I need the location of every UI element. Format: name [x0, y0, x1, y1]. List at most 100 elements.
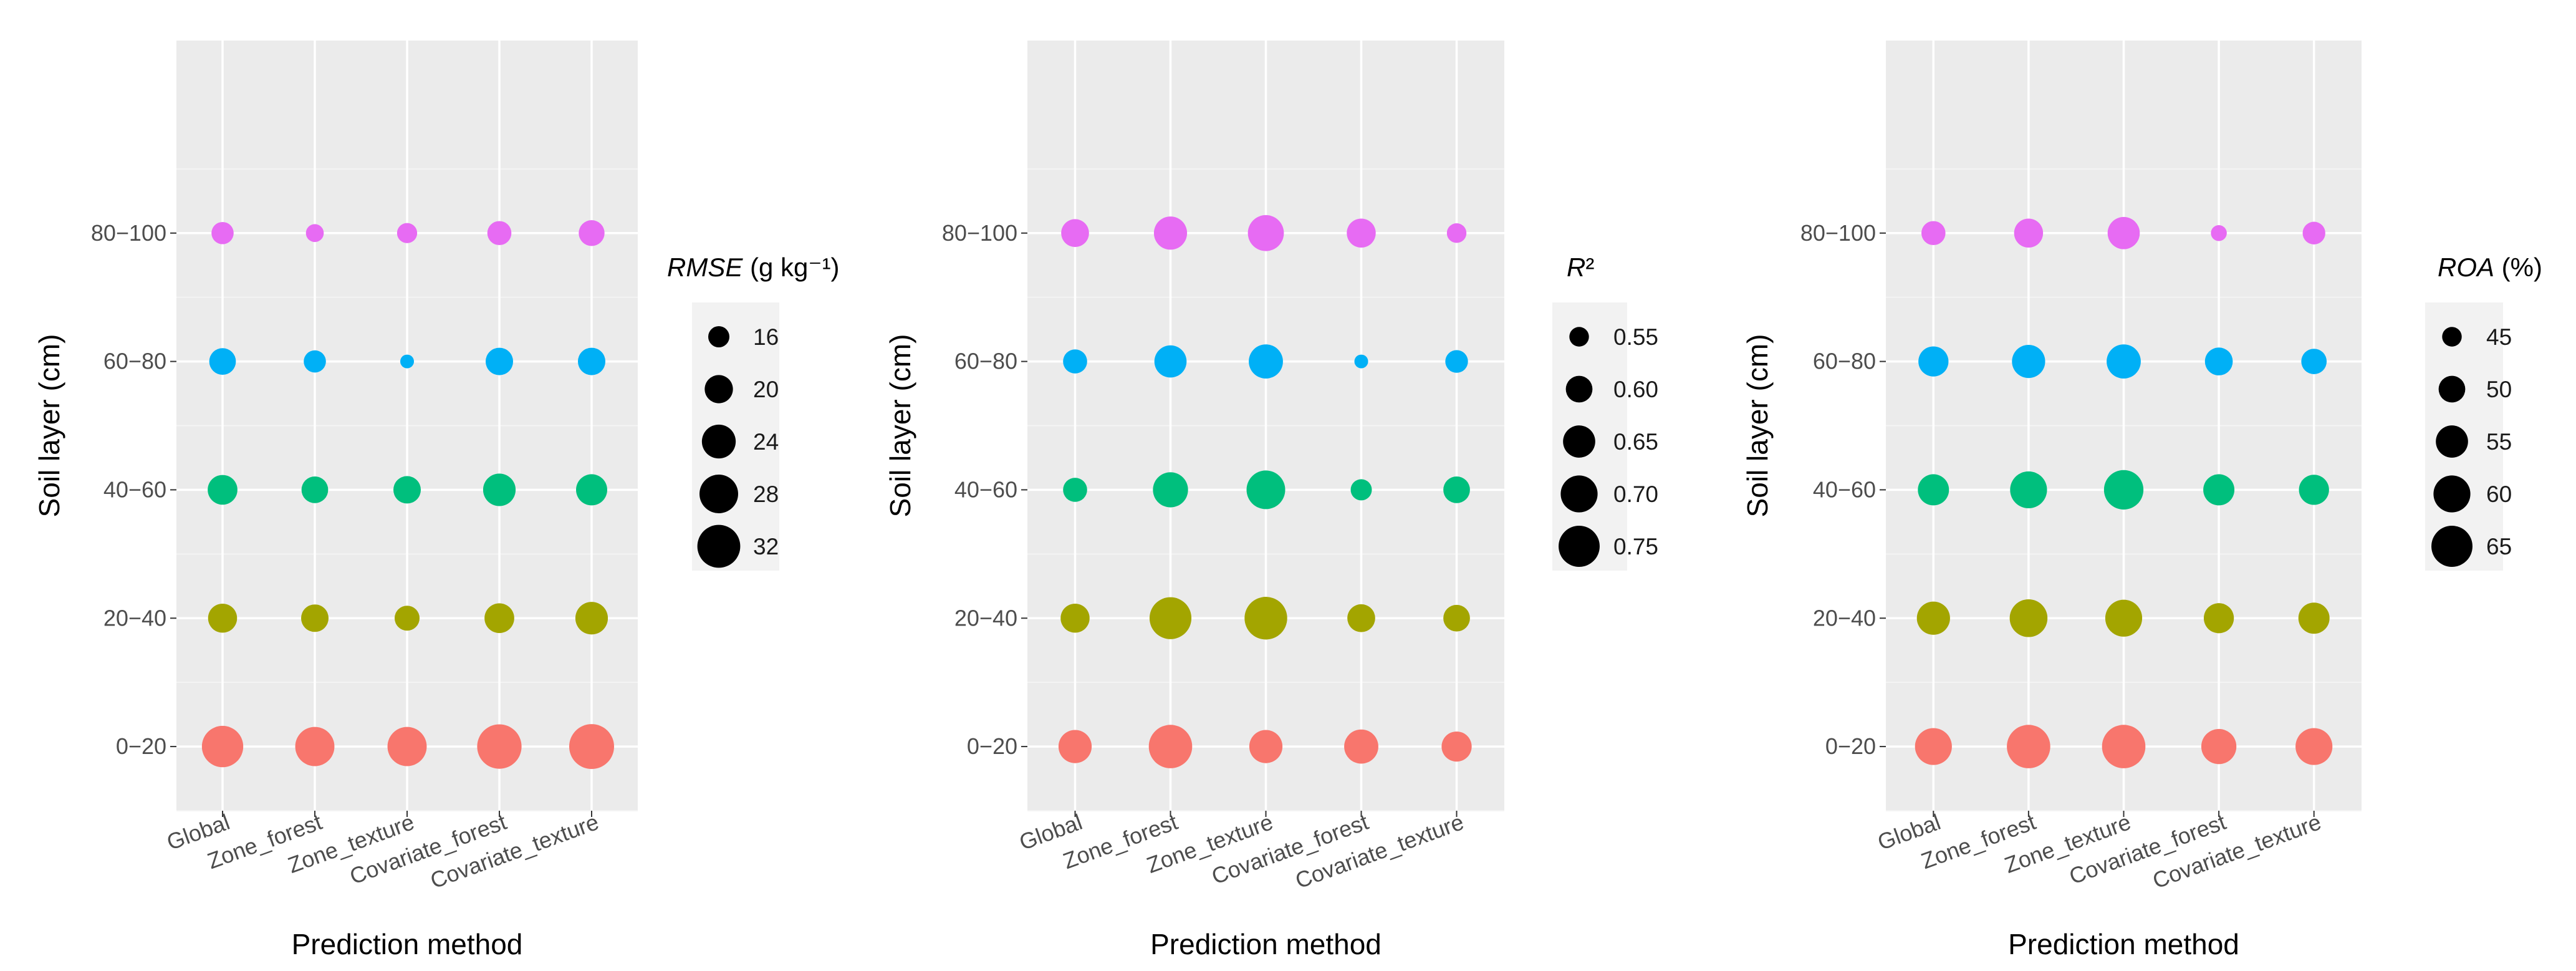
- y-tick-label: 60−80: [954, 349, 1017, 374]
- legend-label: 16: [753, 324, 779, 350]
- legend-title: R²: [1567, 253, 1594, 282]
- y-axis-title: Soil layer (cm): [884, 334, 916, 518]
- data-point: [577, 347, 606, 375]
- data-point: [1347, 218, 1376, 248]
- data-point: [1347, 604, 1375, 632]
- data-point: [387, 727, 427, 766]
- data-point: [2301, 349, 2327, 374]
- data-point: [1921, 221, 1946, 246]
- size-legend: ROA (%) 45 50 55 60 65: [2425, 253, 2542, 571]
- legend-label: 0.70: [1613, 481, 1658, 507]
- legend-label: 45: [2486, 324, 2512, 350]
- y-tick-label: 80−100: [91, 220, 166, 246]
- data-point: [484, 603, 514, 634]
- data-point: [2299, 475, 2329, 505]
- y-tick-label: 80−100: [942, 220, 1017, 246]
- data-point: [1446, 223, 1467, 243]
- data-point: [1063, 349, 1087, 374]
- data-point: [208, 475, 238, 505]
- legend-key: [2431, 526, 2473, 567]
- legend-key: [2438, 375, 2466, 403]
- data-point: [1061, 219, 1089, 248]
- data-point: [2204, 347, 2233, 375]
- y-tick-label: 0−20: [967, 733, 1017, 759]
- data-point: [394, 606, 420, 631]
- data-point: [1445, 350, 1468, 373]
- legend-key: [1559, 526, 1600, 567]
- legend-key: [708, 326, 729, 347]
- data-point: [1247, 215, 1284, 251]
- y-axis-title: Soil layer (cm): [1741, 334, 1774, 518]
- legend-label: 32: [753, 534, 779, 559]
- data-point: [1153, 216, 1188, 250]
- data-point: [1354, 354, 1368, 369]
- y-tick-label: 0−20: [1825, 733, 1876, 759]
- panel-2: 0−2020−4040−6060−8080−100GlobalZone_fore…: [884, 41, 1658, 960]
- data-point: [1153, 472, 1188, 508]
- data-point: [2012, 344, 2045, 379]
- data-point: [1918, 346, 1949, 377]
- legend-key: [2433, 475, 2471, 513]
- data-point: [2102, 725, 2146, 768]
- legend-key: [699, 475, 738, 513]
- data-point: [487, 221, 512, 246]
- data-point: [305, 224, 324, 243]
- legend-label: 28: [753, 481, 779, 507]
- legend-key: [697, 524, 741, 568]
- legend-key: [704, 375, 733, 403]
- y-tick-label: 40−60: [103, 476, 166, 502]
- legend-label: 24: [753, 429, 779, 455]
- legend-label: 0.65: [1613, 429, 1658, 455]
- legend-key: [2442, 327, 2462, 347]
- legend-key: [1560, 475, 1598, 513]
- data-point: [1916, 601, 1950, 635]
- data-point: [2201, 728, 2237, 765]
- size-legend: RMSE (g kg⁻¹) 16 20 24 28 32: [667, 253, 840, 571]
- data-point: [1149, 597, 1192, 639]
- data-point: [396, 223, 418, 243]
- data-point: [211, 221, 234, 244]
- y-tick-label: 0−20: [116, 733, 166, 759]
- legend-label: 65: [2486, 534, 2512, 559]
- data-point: [295, 727, 335, 766]
- size-legend: R² 0.55 0.60 0.65 0.70 0.75: [1552, 253, 1658, 571]
- data-point: [2203, 603, 2234, 634]
- data-point: [1441, 731, 1472, 762]
- data-point: [2295, 728, 2333, 765]
- y-tick-label: 60−80: [103, 349, 166, 374]
- data-point: [2014, 218, 2044, 248]
- y-tick-label: 60−80: [1813, 349, 1876, 374]
- data-point: [2203, 474, 2235, 506]
- legend-key: [2436, 425, 2468, 458]
- panel-3: 0−2020−4040−6060−8080−100GlobalZone_fore…: [1741, 41, 2542, 960]
- y-tick-label: 20−40: [954, 605, 1017, 630]
- y-tick-label: 20−40: [103, 605, 166, 630]
- x-axis-title: Prediction method: [292, 928, 523, 960]
- legend-label: 55: [2486, 429, 2512, 455]
- legend-key: [1569, 327, 1589, 347]
- data-point: [2010, 471, 2047, 509]
- data-point: [1058, 730, 1092, 763]
- data-point: [208, 603, 238, 633]
- data-point: [1249, 730, 1283, 763]
- legend-label: 60: [2486, 481, 2512, 507]
- data-point: [483, 473, 516, 506]
- data-point: [1443, 604, 1470, 632]
- data-point: [2009, 599, 2048, 637]
- legend-label: 0.60: [1613, 377, 1658, 402]
- y-tick-label: 20−40: [1813, 605, 1876, 630]
- data-point: [1918, 474, 1949, 506]
- data-point: [1350, 479, 1372, 501]
- data-point: [393, 476, 421, 504]
- y-tick-label: 40−60: [1813, 476, 1876, 502]
- data-point: [1915, 728, 1952, 765]
- data-point: [2302, 221, 2325, 244]
- y-tick-label: 40−60: [954, 476, 1017, 502]
- data-point: [1244, 597, 1287, 640]
- data-point: [300, 604, 329, 632]
- data-point: [2211, 225, 2227, 241]
- data-point: [2107, 344, 2141, 379]
- data-point: [575, 602, 608, 635]
